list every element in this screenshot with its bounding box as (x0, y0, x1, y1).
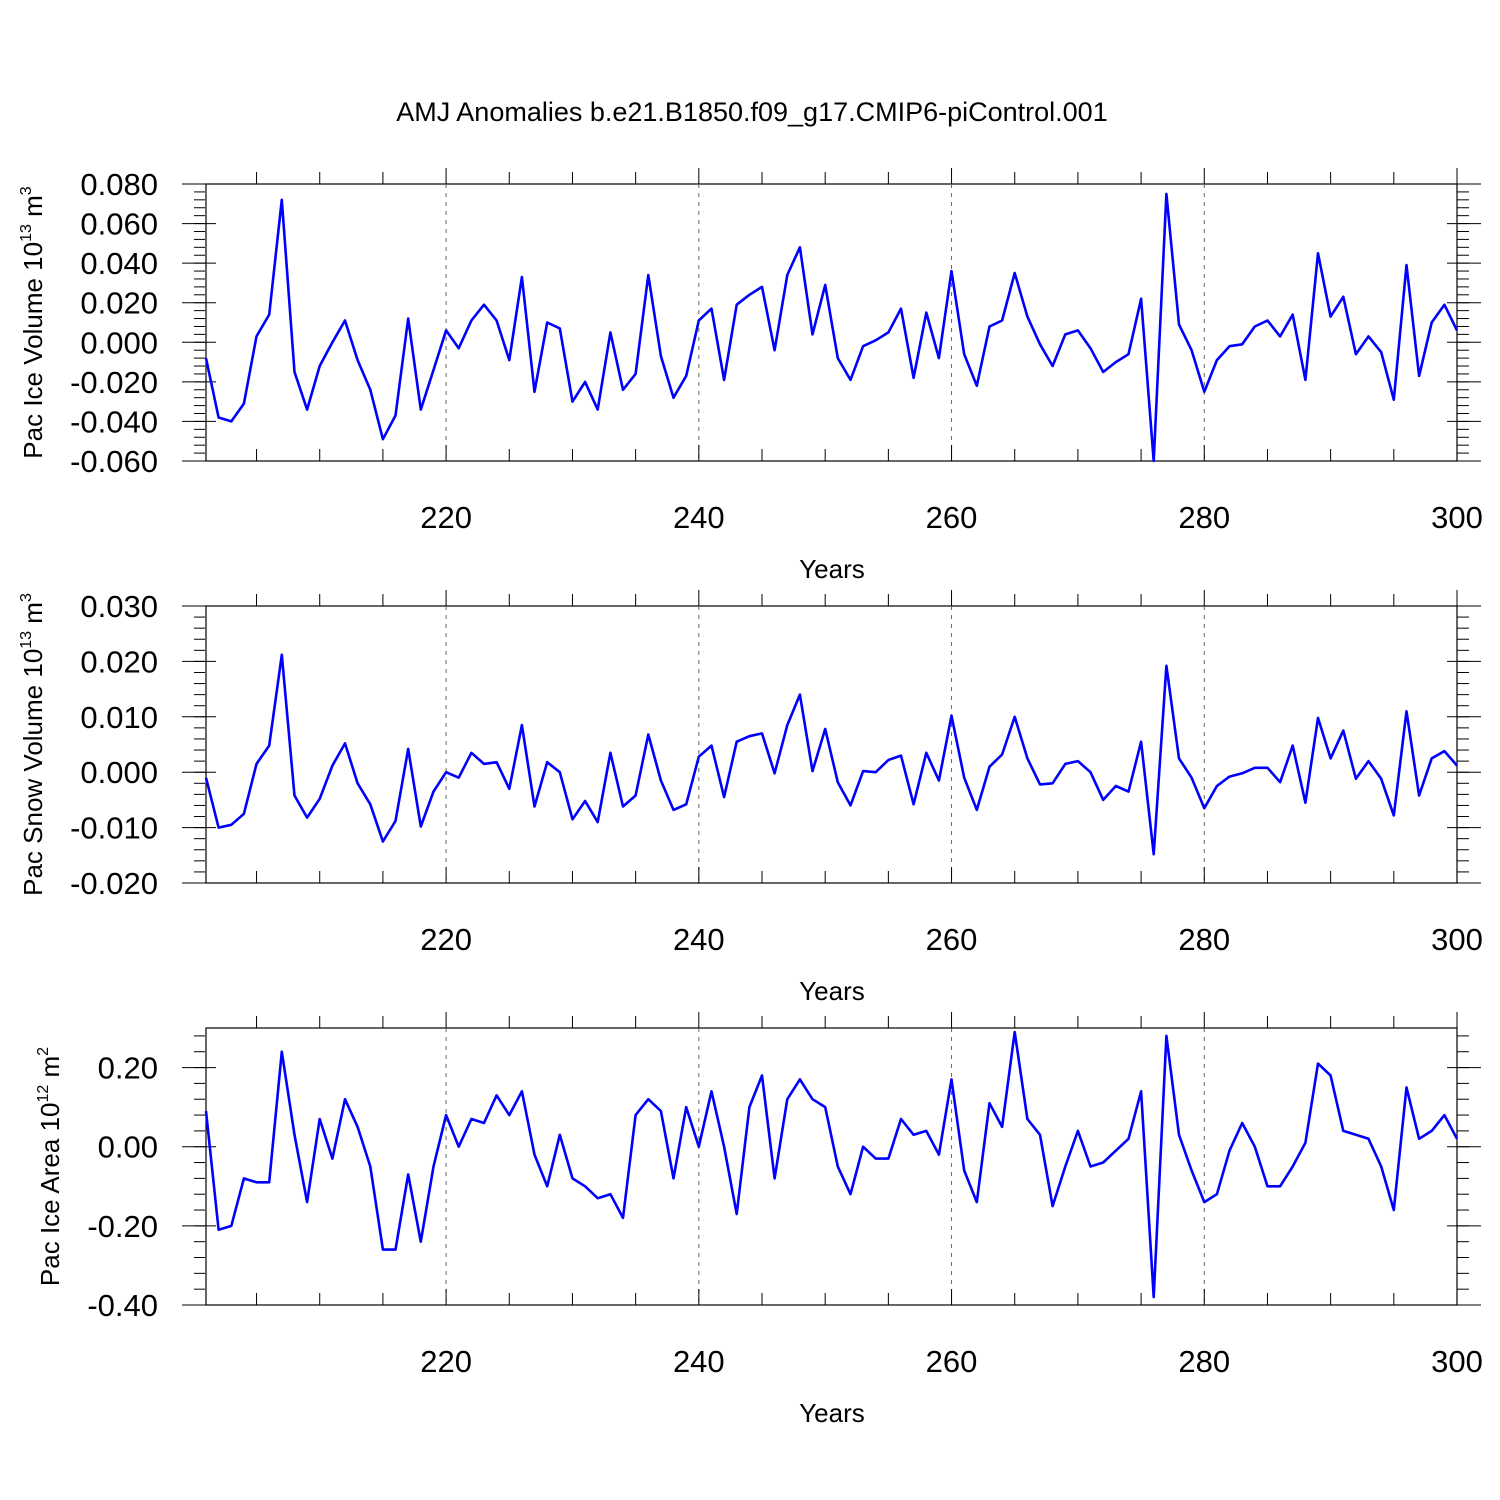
y-tick-label: -0.010 (70, 811, 158, 846)
x-tick-label: 260 (926, 922, 978, 957)
x-tick-label: 220 (420, 500, 472, 535)
y-tick-label: -0.20 (87, 1209, 158, 1244)
plot-frame (205, 1027, 1458, 1306)
x-tick-label: 300 (1431, 922, 1483, 957)
x-axis-label: Years (799, 1398, 865, 1428)
x-tick-label: 300 (1431, 500, 1483, 535)
y-tick-label: 0.080 (80, 167, 158, 202)
y-axis-label: Pac Ice Volume 1013 m3 (18, 186, 48, 459)
x-axis-label: Years (799, 976, 865, 1006)
x-tick-label: 280 (1178, 1344, 1230, 1379)
y-tick-label: -0.40 (87, 1288, 158, 1323)
y-tick-label: -0.040 (70, 404, 158, 439)
plot-frame (205, 605, 1458, 884)
plot-frame (205, 183, 1458, 462)
x-tick-label: 280 (1178, 500, 1230, 535)
x-tick-label: 300 (1431, 1344, 1483, 1379)
x-tick-label: 260 (926, 500, 978, 535)
y-tick-label: 0.00 (98, 1130, 158, 1165)
series-line (204, 1030, 1459, 1299)
y-axis-label: Pac Snow Volume 1013 m3 (18, 593, 48, 896)
y-tick-label: 0.010 (80, 700, 158, 735)
x-tick-label: 220 (420, 1344, 472, 1379)
x-tick-label: 220 (420, 922, 472, 957)
y-tick-label: 0.020 (80, 286, 158, 321)
x-tick-label: 240 (673, 500, 725, 535)
y-tick-label: 0.030 (80, 589, 158, 624)
panels: -0.060 -0.040 -0.020 0.000 0.020 0.040 0.060 0.… (18, 167, 1483, 1428)
x-tick-label: 260 (926, 1344, 978, 1379)
y-tick-label: 0.020 (80, 644, 158, 679)
x-tick-label: 240 (673, 1344, 725, 1379)
y-tick-label: 0.000 (80, 755, 158, 790)
y-axis-label: Pac Ice Area 1012 m2 (35, 1047, 65, 1286)
panel-1: -0.060 -0.040 -0.020 0.000 0.020 0.040 0.060 0.… (18, 167, 1483, 584)
panel-2: -0.020 -0.010 0.000 0.010 0.020 0.030 220 240 26… (18, 589, 1483, 1006)
y-tick-label: 0.20 (98, 1051, 158, 1086)
x-tick-label: 280 (1178, 922, 1230, 957)
y-tick-label: 0.060 (80, 207, 158, 242)
y-tick-label: -0.020 (70, 365, 158, 400)
figure-title: AMJ Anomalies b.e21.B1850.f09_g17.CMIP6-… (396, 97, 1107, 127)
series-line (204, 192, 1459, 463)
x-tick-label: 240 (673, 922, 725, 957)
panel-3: -0.40 -0.20 0.00 0.20 220 240 260 280 300 Years Pa… (35, 1012, 1483, 1428)
y-tick-label: 0.040 (80, 246, 158, 281)
x-axis-label: Years (799, 554, 865, 584)
y-tick-label: -0.060 (70, 444, 158, 479)
y-tick-label: 0.000 (80, 325, 158, 360)
series-line (204, 653, 1458, 856)
y-tick-label: -0.020 (70, 866, 158, 901)
